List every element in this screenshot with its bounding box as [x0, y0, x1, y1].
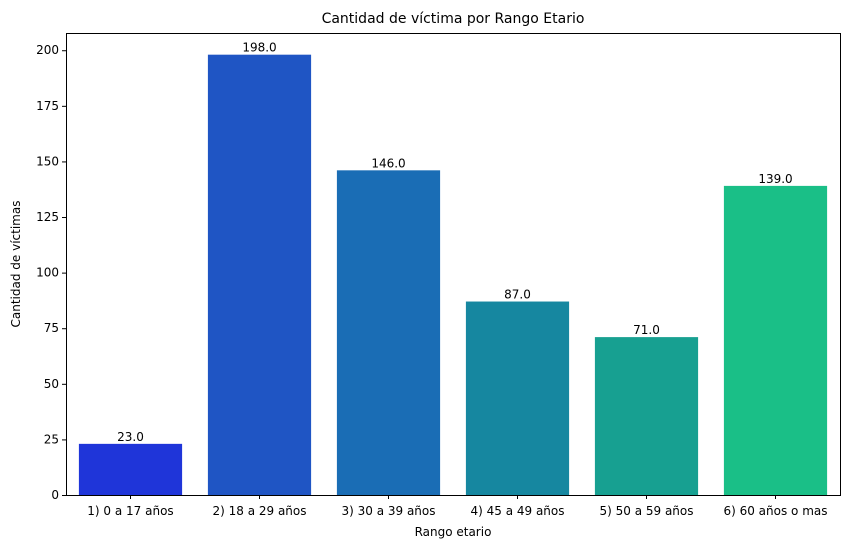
y-tick-label: 175 [36, 99, 59, 113]
y-tick-label: 200 [36, 43, 59, 57]
bar [465, 301, 570, 495]
x-axis-title: Rango etario [415, 525, 492, 539]
x-tick-label: 3) 30 a 39 años [341, 504, 435, 518]
x-tick-label: 5) 50 a 59 años [599, 504, 693, 518]
bar [207, 54, 312, 495]
bar [78, 443, 183, 495]
y-tick-label: 25 [44, 432, 59, 446]
bar [723, 185, 828, 495]
y-tick-label: 125 [36, 210, 59, 224]
plot-area-frame [66, 33, 841, 496]
bar-value-label: 23.0 [117, 430, 144, 444]
y-tick-label: 75 [44, 321, 59, 335]
bar-value-label: 71.0 [633, 323, 660, 337]
bars [78, 54, 828, 496]
data-labels: 23.0 198.0 146.0 87.0 71.0 139.0 [117, 41, 793, 444]
y-tick-label: 100 [36, 266, 59, 280]
x-tick-label: 2) 18 a 29 años [212, 504, 306, 518]
y-tick-label: 150 [36, 154, 59, 168]
x-axis: 1) 0 a 17 años 2) 18 a 29 años 3) 30 a 39 … [87, 495, 828, 518]
y-axis-title: Cantidad de víctimas [9, 201, 23, 328]
y-axis: 0 25 50 75 100 125 150 175 200 [36, 43, 66, 502]
bar-value-label: 146.0 [371, 156, 405, 170]
x-tick-label: 6) 60 años o mas [723, 504, 827, 518]
bar-value-label: 87.0 [504, 288, 531, 302]
bar-value-label: 198.0 [242, 41, 276, 55]
x-tick-label: 4) 45 a 49 años [470, 504, 564, 518]
x-tick-label: 1) 0 a 17 años [87, 504, 173, 518]
y-tick-label: 0 [51, 488, 59, 502]
bar-value-label: 139.0 [758, 172, 792, 186]
chart-title: Cantidad de víctima por Rango Etario [322, 11, 585, 27]
y-tick-label: 50 [44, 377, 59, 391]
bar [336, 170, 441, 496]
bar [594, 337, 699, 495]
